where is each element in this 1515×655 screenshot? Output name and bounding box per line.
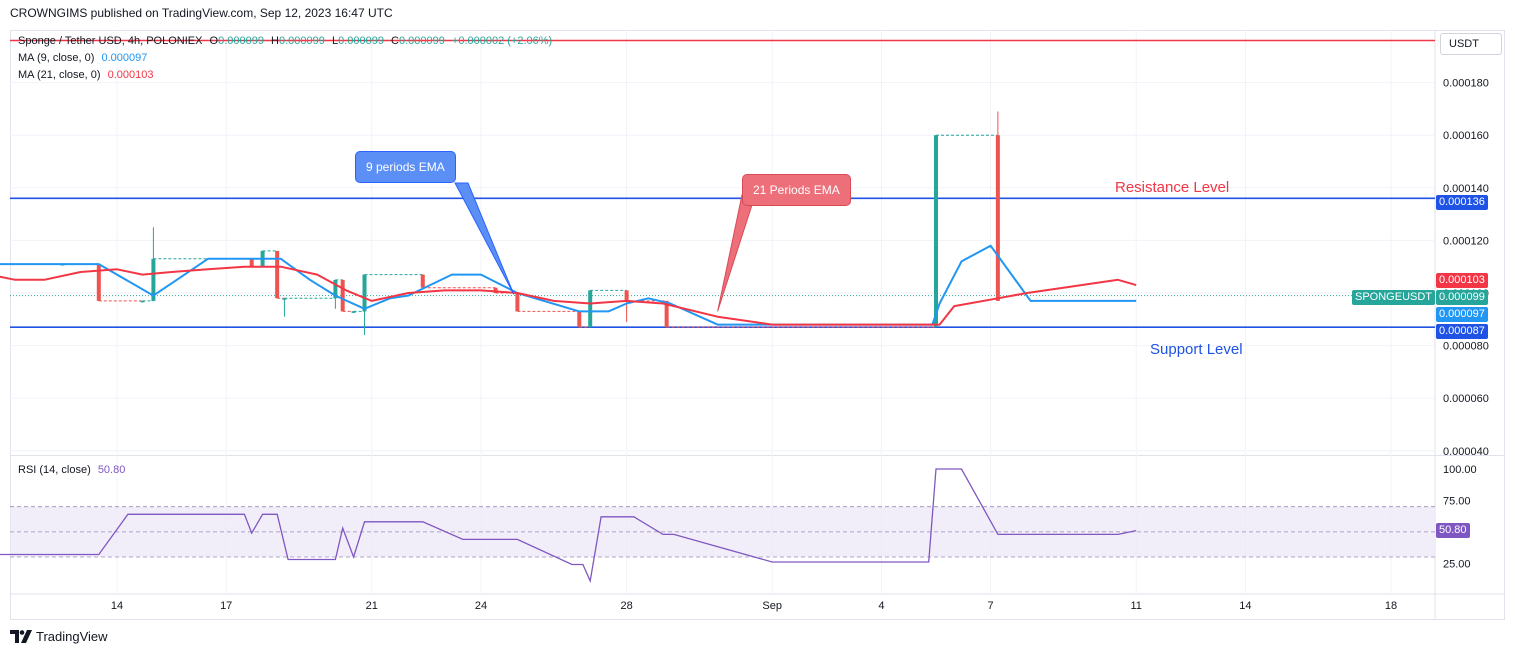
- currency-selector[interactable]: USDT: [1440, 33, 1502, 55]
- ma9-legend[interactable]: MA (9, close, 0) 0.000097: [18, 52, 147, 64]
- ma9-line: [0, 244, 1137, 326]
- x-tick-label: 17: [220, 600, 232, 612]
- resistance-price-tag: 0.000136: [1436, 195, 1488, 210]
- grid-layer: [10, 30, 1505, 620]
- rsi-line: [0, 468, 1137, 584]
- series-layer: [0, 244, 1137, 584]
- rsi-tick-label: 100.00: [1443, 464, 1477, 476]
- y-tick-label: 0.000160: [1443, 130, 1489, 142]
- candle-down: [664, 300, 669, 328]
- x-tick-label: 11: [1130, 600, 1141, 612]
- legend-open: O0.000099: [209, 35, 264, 47]
- ema9-pointer: [454, 182, 515, 295]
- publish-line: CROWNGIMS published on TradingView.com, …: [10, 6, 393, 20]
- candle-down: [275, 250, 280, 299]
- rsi-price-tag: 50.80: [1436, 523, 1470, 538]
- ma9-price-tag: 0.000097: [1436, 307, 1488, 322]
- tradingview-logo[interactable]: TradingView: [10, 629, 108, 644]
- logo-text: TradingView: [36, 629, 108, 644]
- x-tick-label: 7: [988, 600, 994, 612]
- candle-down: [577, 311, 582, 328]
- legend-high: H0.000099: [271, 35, 325, 47]
- legend-close: C0.000099: [391, 35, 445, 47]
- rsi-legend[interactable]: RSI (14, close) 50.80: [18, 464, 125, 476]
- ema9-callout[interactable]: 9 periods EMA: [355, 151, 456, 183]
- ma21-label: MA (21, close, 0): [18, 69, 101, 81]
- candle-up: [282, 298, 287, 300]
- candle-up: [151, 258, 156, 301]
- rsi-tick-label: 75.00: [1443, 495, 1471, 507]
- x-tick-label: Sep: [762, 600, 782, 612]
- x-tick-label: 4: [878, 600, 884, 612]
- candle-up: [140, 300, 145, 303]
- callout-layer: [454, 182, 753, 312]
- ema21-pointer: [717, 193, 753, 312]
- candle-up: [934, 135, 938, 328]
- rsi-value: 50.80: [97, 464, 126, 476]
- rsi-label: RSI (14, close): [18, 464, 91, 476]
- candle-layer: [0, 111, 1000, 336]
- ma9-value: 0.000097: [101, 52, 148, 64]
- y-tick-label: 0.000040: [1443, 446, 1489, 458]
- support-label: Support Level: [1150, 341, 1243, 358]
- legend-symbol: Sponge / Tether USD, 4h, POLONIEX: [18, 35, 203, 47]
- symbol-tag: SPONGEUSDT: [1352, 290, 1436, 305]
- candle-down: [995, 135, 1000, 301]
- resistance-label: Resistance Level: [1115, 179, 1230, 196]
- last-price-tag: 0.000099: [1436, 290, 1488, 305]
- y-tick-label: 0.000060: [1443, 393, 1489, 405]
- x-tick-label: 21: [366, 600, 378, 612]
- x-tick-label: 14: [111, 600, 123, 612]
- ma21-value: 0.000103: [107, 69, 154, 81]
- tradingview-logo-icon: [10, 630, 32, 643]
- candle-up: [588, 290, 593, 328]
- ma21-price-tag: 0.000103: [1436, 273, 1488, 288]
- legend-change: +0.000002 (+2.06%): [451, 35, 553, 47]
- y-tick-label: 0.000120: [1443, 235, 1489, 247]
- candle-down: [624, 290, 629, 301]
- ma21-legend[interactable]: MA (21, close, 0) 0.000103: [18, 69, 154, 81]
- rsi-tick-label: 25.00: [1443, 558, 1471, 570]
- x-tick-label: 18: [1385, 600, 1397, 612]
- y-tick-label: 0.000180: [1443, 78, 1489, 90]
- candle-down: [420, 274, 425, 288]
- legend-low: L0.000099: [331, 35, 384, 47]
- candle-down: [96, 264, 101, 301]
- x-tick-label: 24: [475, 600, 487, 612]
- candle-down: [493, 287, 498, 293]
- candle-down: [340, 279, 345, 312]
- chart-frame: [10, 30, 1505, 620]
- support-price-tag: 0.000087: [1436, 324, 1488, 339]
- main-legend[interactable]: Sponge / Tether USD, 4h, POLONIEX O0.000…: [18, 35, 552, 47]
- candle-down: [515, 292, 520, 312]
- candle-up: [333, 279, 338, 299]
- y-tick-label: 0.000080: [1443, 341, 1489, 353]
- ma9-label: MA (9, close, 0): [18, 52, 95, 64]
- y-tick-label: 0.000140: [1443, 183, 1489, 195]
- candle-up: [362, 274, 367, 312]
- x-tick-label: 14: [1239, 600, 1251, 612]
- candle-up: [351, 311, 356, 313]
- candle-down: [249, 258, 254, 267]
- x-tick-label: 28: [620, 600, 632, 612]
- ema21-callout[interactable]: 21 Periods EMA: [742, 174, 851, 206]
- ma21-line: [0, 265, 1137, 326]
